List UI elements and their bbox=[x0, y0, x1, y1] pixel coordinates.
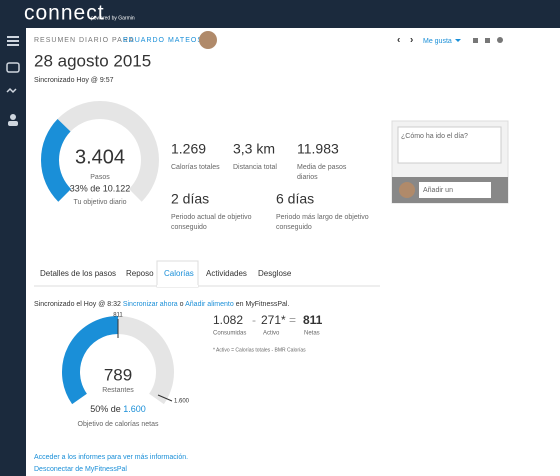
stat-label: conseguido bbox=[171, 224, 207, 231]
stat-value: 1.269 bbox=[171, 141, 206, 157]
stat-label: Distancia total bbox=[233, 164, 277, 171]
cal-max: 1.600 bbox=[174, 399, 190, 405]
cal-sync-suffix: en MyFitnessPal. bbox=[236, 301, 290, 308]
add-input[interactable] bbox=[419, 182, 491, 198]
cal-top: 811 bbox=[113, 313, 123, 319]
reports-link[interactable]: Acceder a los informes para ver más info… bbox=[34, 454, 188, 461]
active: 271* bbox=[261, 313, 286, 327]
stat-value: 6 días bbox=[276, 191, 314, 207]
stat-value: 2 días bbox=[171, 191, 209, 207]
tab[interactable]: Actividades bbox=[206, 269, 247, 278]
net-label: Netas bbox=[304, 331, 320, 337]
sidebar-icons[interactable] bbox=[6, 36, 20, 126]
header-user[interactable]: EDUARDO MATEOS bbox=[123, 37, 203, 44]
next-arrow[interactable]: › bbox=[410, 35, 413, 46]
steps-value: 3.404 bbox=[75, 146, 125, 168]
cal-unit: Restantes bbox=[102, 387, 134, 394]
max-marker bbox=[157, 394, 173, 402]
steps-goal: 33% de 10.122 bbox=[70, 183, 131, 193]
cal-sync-or: o bbox=[180, 301, 184, 308]
comment-placeholder: ¿Cómo ha ido el día? bbox=[401, 133, 468, 140]
stat-label: diarios bbox=[297, 174, 318, 181]
add-placeholder: Añadir un bbox=[423, 187, 453, 194]
footnote: * Activo = Calorías totales - BMR Calorí… bbox=[213, 347, 306, 353]
tab[interactable]: Desglose bbox=[258, 269, 292, 278]
cal-goal: 50% de 1.600 bbox=[90, 404, 146, 414]
consumed: 1.082 bbox=[213, 313, 243, 327]
consumed-label: Consumidas bbox=[213, 331, 246, 337]
avatar bbox=[199, 31, 217, 49]
stat-value: 3,3 km bbox=[233, 141, 275, 157]
cal-sync: Sincronizado el Hoy @ 8:32 Sincronizar a… bbox=[34, 301, 289, 308]
sync: Sincronizado Hoy @ 9:57 bbox=[34, 77, 114, 84]
tabs: Detalles de los pasos Reposo Calorías Activ… bbox=[40, 269, 292, 278]
header-icons[interactable] bbox=[455, 37, 503, 43]
brand-tagline: powered by Garmin bbox=[91, 15, 135, 21]
sync-now-link[interactable]: Sincronizar ahora bbox=[123, 301, 178, 308]
date: 28 agosto 2015 bbox=[34, 51, 151, 70]
tab[interactable]: Detalles de los pasos bbox=[40, 269, 116, 278]
cal-sync-time: Sincronizado el Hoy @ 8:32 bbox=[34, 301, 121, 308]
stat-label: Media de pasos bbox=[297, 164, 347, 171]
active-tab bbox=[156, 260, 199, 288]
like[interactable]: Me gusta bbox=[423, 38, 452, 45]
cal-goal-label: Objetivo de calorías netas bbox=[78, 421, 159, 428]
sidebar bbox=[0, 28, 26, 476]
stat-label: Periodo actual de objetivo bbox=[171, 214, 252, 221]
disconnect-link[interactable]: Desconectar de MyFitnessPal bbox=[34, 466, 127, 473]
header-prefix: RESUMEN DIARIO PARA bbox=[34, 37, 135, 44]
equals: = bbox=[289, 313, 296, 327]
cal-value: 789 bbox=[104, 365, 132, 384]
minus: - bbox=[252, 313, 256, 327]
top-bar bbox=[0, 0, 560, 28]
active-label: Activo bbox=[263, 331, 280, 337]
stats: 1.269 Calorías totales 3,3 km Distancia tot… bbox=[171, 141, 369, 231]
cal-gauge-fill bbox=[62, 316, 119, 405]
add-food-link[interactable]: Añadir alimento bbox=[185, 301, 234, 308]
tab[interactable]: Reposo bbox=[126, 269, 154, 278]
brand: connect bbox=[24, 2, 105, 25]
cal-goal-pct: 50% de bbox=[90, 404, 121, 414]
cal-goal-amount: 1.600 bbox=[123, 404, 146, 414]
steps-goal-label: Tu objetivo diario bbox=[73, 199, 126, 206]
steps-unit: Pasos bbox=[90, 174, 110, 181]
stat-label: conseguido bbox=[276, 224, 312, 231]
comment-input[interactable] bbox=[397, 126, 502, 164]
stat-value: 11.983 bbox=[297, 141, 339, 157]
net: 811 bbox=[303, 313, 323, 327]
prev-arrow[interactable]: ‹ bbox=[397, 35, 400, 46]
avatar-small bbox=[399, 182, 415, 198]
stat-label: Calorías totales bbox=[171, 164, 220, 171]
gauge-fill bbox=[41, 119, 72, 202]
stat-label: Periodo más largo de objetivo bbox=[276, 214, 369, 221]
tab[interactable]: Calorías bbox=[164, 269, 194, 278]
